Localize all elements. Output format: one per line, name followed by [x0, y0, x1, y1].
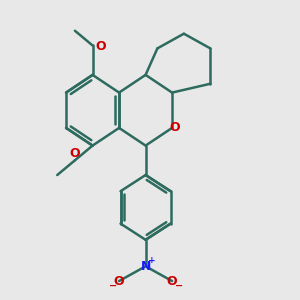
- Text: N: N: [140, 260, 151, 273]
- Text: O: O: [114, 274, 124, 287]
- Text: +: +: [148, 256, 156, 265]
- Text: O: O: [169, 122, 180, 134]
- Text: O: O: [167, 274, 177, 287]
- Text: O: O: [95, 40, 106, 52]
- Text: O: O: [70, 147, 80, 160]
- Text: −: −: [175, 281, 183, 291]
- Text: −: −: [109, 281, 117, 291]
